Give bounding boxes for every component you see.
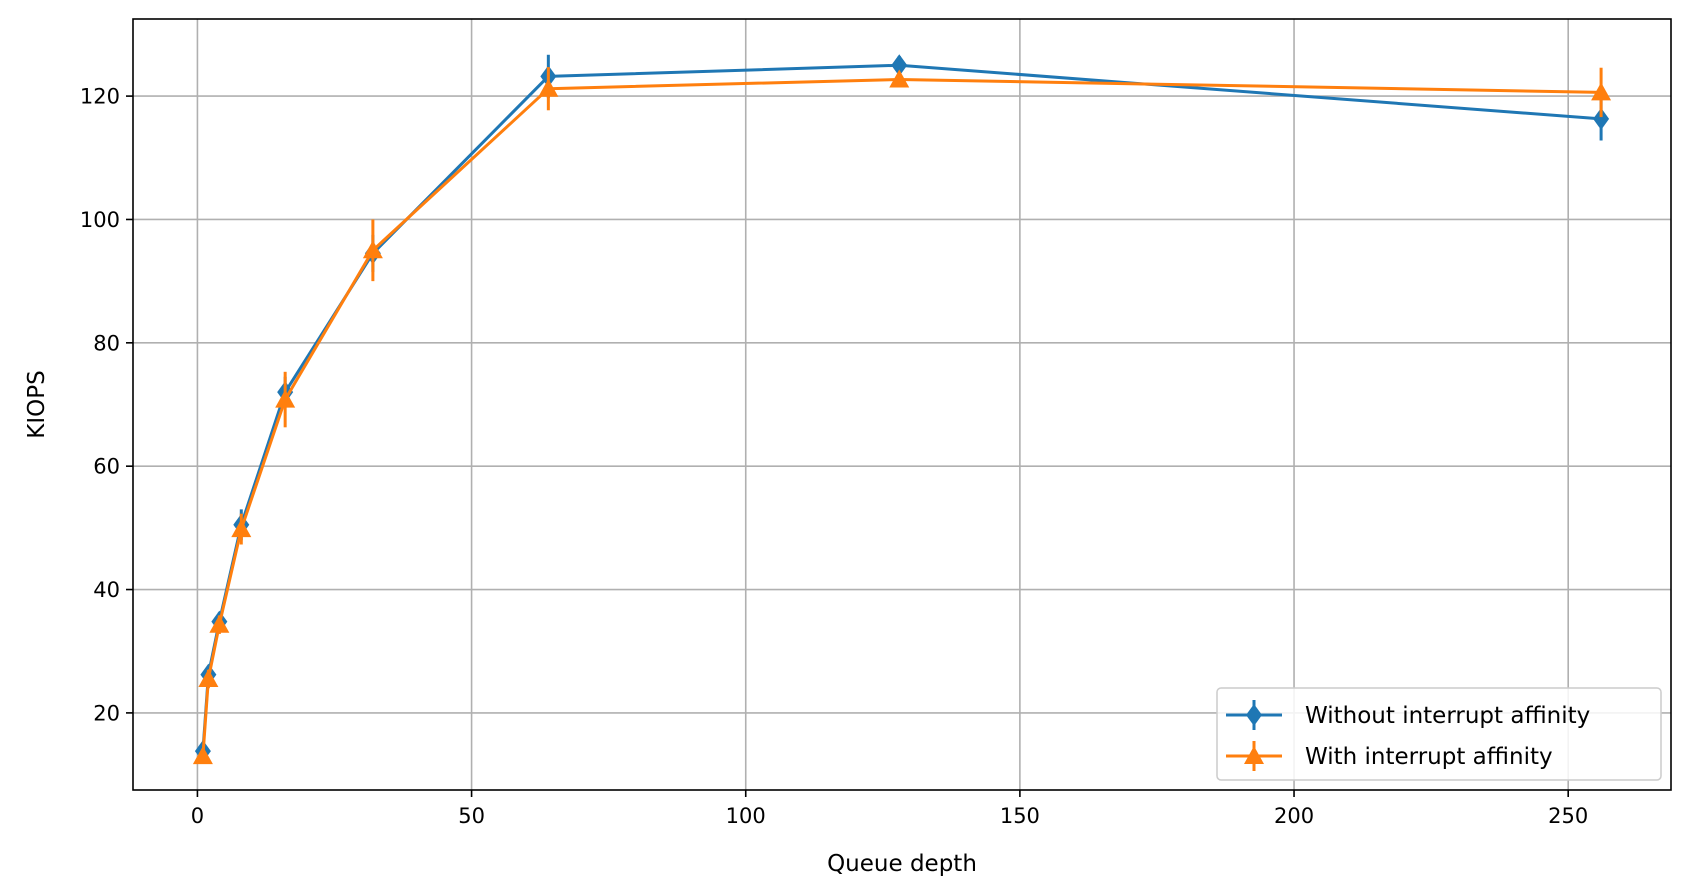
legend-item: Without interrupt affinity — [1226, 700, 1590, 730]
data-point — [889, 69, 910, 88]
legend-label: With interrupt affinity — [1305, 744, 1553, 770]
data-point — [891, 54, 908, 77]
plot-frame — [132, 18, 1672, 791]
legend-label: Without interrupt affinity — [1305, 703, 1590, 729]
x-tick-label: 100 — [726, 804, 766, 828]
y-tick-label: 100 — [80, 208, 120, 232]
y-tick-label: 80 — [93, 331, 120, 355]
y-tick-label: 20 — [93, 701, 120, 725]
data-point — [538, 78, 559, 97]
y-axis-label: KIOPS — [24, 370, 50, 438]
data-point — [231, 519, 252, 538]
series-layer — [192, 54, 1612, 765]
x-tick-label: 0 — [191, 804, 204, 828]
series-2 — [192, 67, 1612, 765]
data-point — [1591, 82, 1612, 101]
data-point — [209, 614, 230, 633]
y-tick-label: 40 — [93, 578, 120, 602]
legend: Without interrupt affinity With interrupt… — [1216, 687, 1662, 781]
legend-item: With interrupt affinity — [1226, 741, 1553, 771]
data-point — [1593, 107, 1610, 130]
data-point — [192, 746, 213, 765]
y-tick-label: 60 — [93, 455, 120, 479]
legend-marker — [1246, 704, 1262, 726]
x-axis-label: Queue depth — [827, 851, 977, 877]
y-tick-label: 120 — [80, 85, 120, 109]
x-tick-label: 200 — [1274, 804, 1314, 828]
data-point — [362, 240, 383, 259]
data-point — [275, 389, 296, 408]
x-tick-label: 50 — [458, 804, 485, 828]
legend-marker — [1244, 746, 1264, 764]
axis-ticks: 0 50 100 150 200 250 20 40 60 80 100 120 — [80, 85, 1588, 828]
legend-frame — [1216, 687, 1662, 781]
x-tick-label: 250 — [1548, 804, 1588, 828]
data-point — [198, 668, 219, 687]
x-tick-label: 150 — [1000, 804, 1040, 828]
